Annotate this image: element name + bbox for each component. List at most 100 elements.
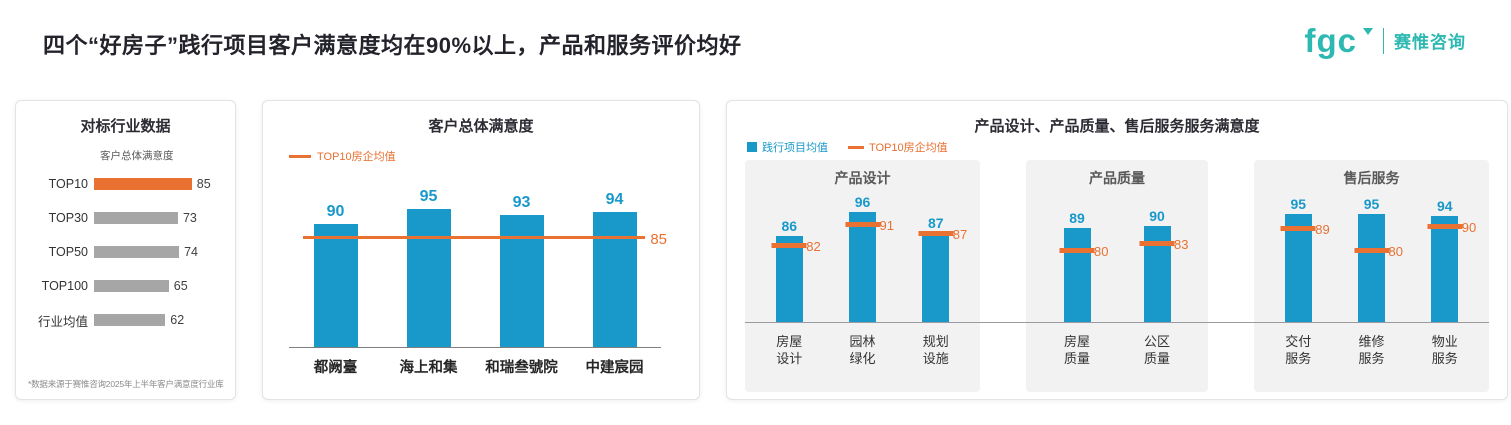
benchmark-row: TOP10 85 [16,167,235,201]
legend-item-project: 践行项目均值 [747,139,828,155]
benchmark-row-label: TOP50 [48,245,88,259]
overall-category-label: 和瑞叁號院 [485,360,558,376]
detail-bar [1284,214,1312,322]
detail-legend: 践行项目均值 TOP10房企均值 [747,140,1507,154]
detail-bar-value: 96 [854,194,871,210]
overall-column: 95 [393,188,465,347]
detail-category-label: 园林 绿化 [849,334,876,366]
detail-groups: 产品设计 86 82 96 91 87 [745,160,1489,392]
benchmark-bar [94,314,166,326]
group-chart: 95 89 95 80 94 90 [1254,194,1489,322]
overall-category-label: 海上和集 [399,360,458,376]
group-category-axis: 交付 服务 维修 服务 物业 服务 [1254,334,1489,368]
benchmark-line-legend-icon [289,154,311,158]
overall-bar-chart: 85 90 95 93 94 [289,172,667,348]
benchmark-marker [1280,226,1316,232]
detail-category-label: 物业 服务 [1431,334,1458,366]
benchmark-row-value: 74 [184,245,198,259]
legend-item-top10: TOP10房企均值 [848,139,948,155]
group-product-design: 产品设计 86 82 96 91 87 [745,160,980,392]
detail-bar-value: 89 [1069,210,1085,227]
benchmark-line-value: 85 [650,231,667,248]
company-logo: fgc 赛惟咨询 [1305,24,1467,57]
overall-column: 93 [486,194,558,347]
overall-column: 90 [300,203,372,347]
logo-text: fgc [1304,22,1357,59]
benchmark-marker [1427,224,1463,229]
detail-bar-value: 95 [1290,196,1307,212]
overall-legend: TOP10房企均值 [289,148,699,164]
detail-column: 95 89 [1269,194,1330,322]
group-chart: 86 82 96 91 87 87 [745,194,980,322]
benchmark-marker-value: 91 [879,217,894,233]
detail-axis-line [745,322,1489,323]
benchmark-marker-value: 80 [1388,244,1403,259]
detail-column: 86 82 [760,194,821,322]
benchmark-row-label: TOP10 [48,177,88,191]
detail-bar [849,212,876,322]
detail-bar-value: 95 [1363,196,1380,212]
overall-bar [499,215,544,347]
charts-row: 对标行业数据 客户总体满意度 TOP10 85 TOP30 73 TOP50 7… [0,100,1511,400]
detail-bar [1431,216,1459,322]
benchmark-marker [771,243,807,249]
bar-series-legend-icon [747,142,757,152]
detail-category-label: 房屋 设计 [776,334,803,366]
detail-satisfaction-panel: 产品设计、产品质量、售后服务服务满意度 践行项目均值 TOP10房企均值 产品设… [726,100,1508,400]
data-source-footnote: *数据来源于赛惟咨询2025年上半年客户满意度行业库 [28,379,224,389]
detail-panel-title: 产品设计、产品质量、售后服务服务满意度 [974,118,1260,135]
detail-bar-value: 94 [1436,198,1453,215]
detail-category-label: 房屋 质量 [1063,334,1090,366]
detail-bar [922,233,950,322]
benchmark-marker [1354,248,1389,253]
detail-column: 94 90 [1416,194,1477,322]
page-header: 四个“好房子”践行项目客户满意度均在90%以上，产品和服务评价均好 fgc 赛惟… [0,0,1511,62]
overall-category-label: 中建宸园 [585,360,644,376]
benchmark-marker [1139,240,1175,246]
overall-bar-value: 90 [326,203,345,220]
detail-column: 96 91 [834,194,894,322]
detail-bar-value: 90 [1149,208,1165,224]
detail-bar-value: 86 [781,217,798,234]
overall-column: 94 [579,191,651,347]
detail-category-label: 交付 服务 [1285,334,1312,366]
detail-category-label: 维修 服务 [1358,334,1385,366]
group-chart: 89 80 90 83 [1026,194,1208,322]
benchmark-bar [94,280,169,292]
detail-column: 90 83 [1128,194,1189,322]
group-title: 售后服务 [1343,170,1400,186]
benchmark-marker [845,221,880,227]
benchmark-panel: 对标行业数据 客户总体满意度 TOP10 85 TOP30 73 TOP50 7… [15,100,236,400]
overall-bar [313,224,358,347]
detail-bar [1063,228,1091,322]
benchmark-marker-value: 80 [1094,244,1109,259]
benchmark-bar [94,246,180,258]
detail-column: 95 80 [1343,194,1403,322]
benchmark-row-value: 65 [173,279,188,293]
benchmark-marker-value: 82 [806,239,821,255]
group-product-quality: 产品质量 89 80 90 83 房屋 [1026,160,1208,392]
overall-category-axis: 都阙臺 海上和集 和瑞叁號院 中建宸园 [289,356,661,377]
benchmark-row: TOP100 65 [16,269,235,303]
benchmark-marker-value: 89 [1315,222,1330,238]
benchmark-row-label: TOP100 [41,279,88,293]
benchmark-row-label: 行业均值 [37,314,88,329]
benchmark-marker [918,231,954,237]
benchmark-marker-value: 90 [1461,220,1477,235]
benchmark-marker-value: 83 [1174,236,1189,252]
legend-label: 践行项目均值 [762,142,828,154]
benchmark-series-legend-icon [848,145,864,149]
group-category-axis: 房屋 设计 园林 绿化 规划 设施 [745,334,980,368]
benchmark-subtitle: 客户总体满意度 [100,150,174,162]
benchmark-row: TOP30 73 [16,201,235,235]
overall-bar [406,209,451,347]
benchmark-row-value: 85 [196,177,211,191]
benchmark-panel-title: 对标行业数据 [80,118,171,135]
benchmark-line [303,236,645,239]
logo-triangle-icon [1363,28,1373,35]
overall-panel-title: 客户总体满意度 [428,118,534,135]
page-title: 四个“好房子”践行项目客户满意度均在90%以上，产品和服务评价均好 [43,33,742,58]
group-title: 产品质量 [1089,170,1145,186]
logo-divider [1383,27,1384,54]
benchmark-row-value: 62 [170,313,185,327]
